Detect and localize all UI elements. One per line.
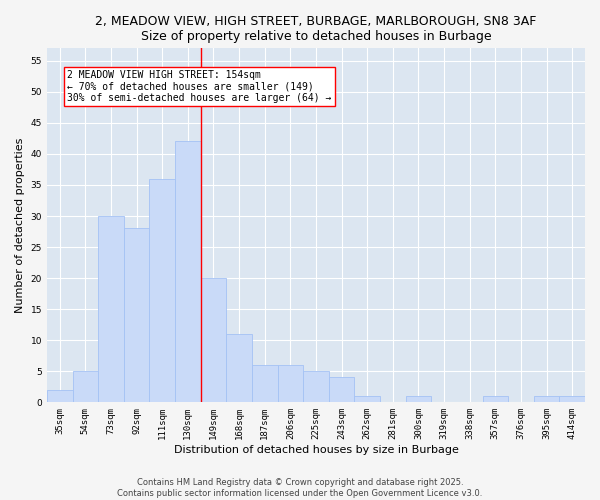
Bar bbox=[175, 142, 200, 402]
Text: 2 MEADOW VIEW HIGH STREET: 154sqm
← 70% of detached houses are smaller (149)
30%: 2 MEADOW VIEW HIGH STREET: 154sqm ← 70% … bbox=[67, 70, 332, 103]
Bar bbox=[149, 179, 175, 402]
Bar bbox=[482, 396, 508, 402]
Title: 2, MEADOW VIEW, HIGH STREET, BURBAGE, MARLBOROUGH, SN8 3AF
Size of property rela: 2, MEADOW VIEW, HIGH STREET, BURBAGE, MA… bbox=[95, 15, 536, 43]
Bar bbox=[73, 372, 98, 402]
Y-axis label: Number of detached properties: Number of detached properties bbox=[15, 138, 25, 313]
Text: Contains HM Land Registry data © Crown copyright and database right 2025.
Contai: Contains HM Land Registry data © Crown c… bbox=[118, 478, 482, 498]
Bar bbox=[124, 228, 149, 402]
X-axis label: Distribution of detached houses by size in Burbage: Distribution of detached houses by size … bbox=[173, 445, 458, 455]
Bar bbox=[329, 378, 355, 402]
Bar bbox=[534, 396, 559, 402]
Bar bbox=[303, 372, 329, 402]
Bar bbox=[252, 365, 278, 403]
Bar bbox=[559, 396, 585, 402]
Bar bbox=[226, 334, 252, 402]
Bar bbox=[98, 216, 124, 402]
Bar bbox=[278, 365, 303, 403]
Bar bbox=[47, 390, 73, 402]
Bar bbox=[355, 396, 380, 402]
Bar bbox=[406, 396, 431, 402]
Bar bbox=[200, 278, 226, 402]
